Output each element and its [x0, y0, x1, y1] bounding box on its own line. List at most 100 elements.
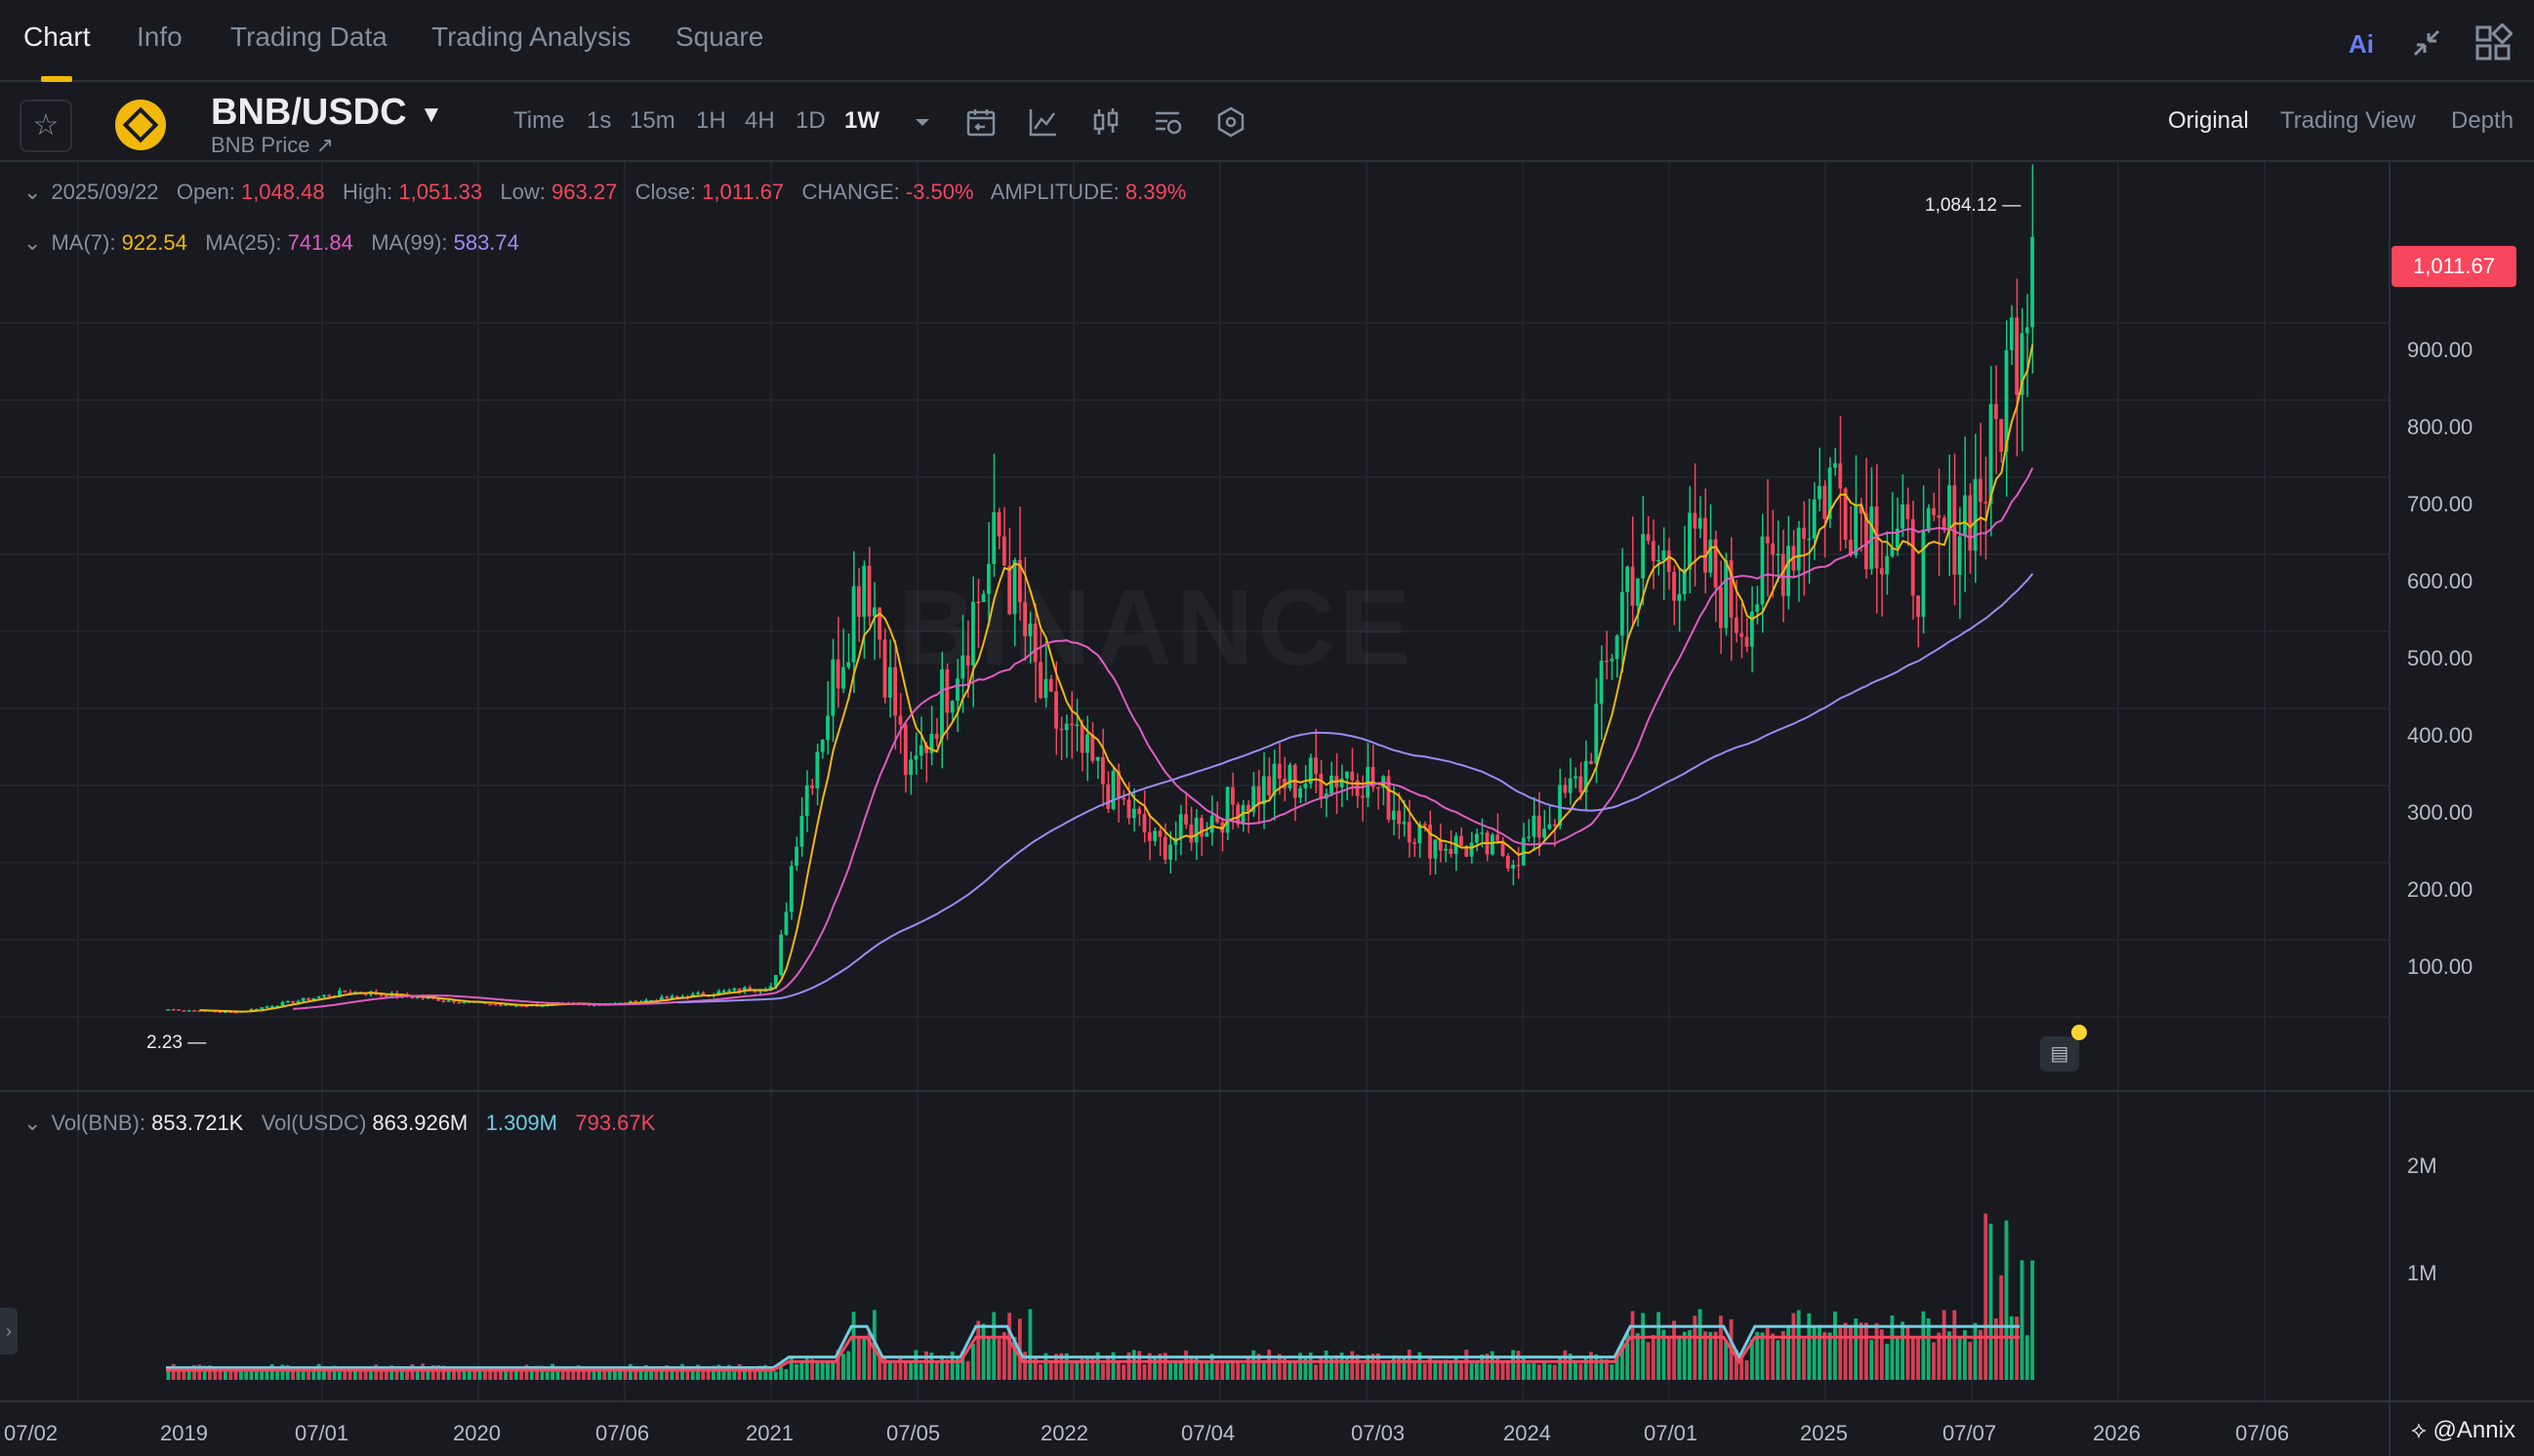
pair-subtitle-link[interactable]: BNB Price ↗: [211, 133, 335, 157]
candle-body: [1854, 505, 1859, 555]
candle-body: [1236, 804, 1241, 825]
candle-body: [674, 995, 679, 998]
candle-body: [1449, 848, 1453, 855]
candle-body: [1765, 536, 1770, 544]
ma-info: ⌄ MA(7): 922.54 MA(25): 741.84 MA(99): 58…: [23, 230, 519, 255]
volume-bar: [1168, 1362, 1172, 1380]
volume-bar: [690, 1368, 695, 1380]
interval-15m[interactable]: 15m: [630, 107, 675, 134]
tab-chart[interactable]: Chart: [23, 21, 91, 52]
candle-body: [960, 655, 965, 679]
candle-body: [1267, 776, 1272, 796]
tab-info[interactable]: Info: [137, 21, 183, 52]
hexagon-settings-icon[interactable]: [1214, 105, 1247, 139]
candle-body: [421, 996, 425, 999]
volume-bar: [2004, 1220, 2009, 1380]
line-chart-icon[interactable]: [1027, 105, 1060, 139]
volume-ma-line-1: [166, 1324, 2020, 1369]
volume-bar: [986, 1337, 991, 1380]
volume-bar: [1194, 1356, 1199, 1380]
candle-body: [757, 990, 762, 992]
interval-4h[interactable]: 4H: [745, 107, 775, 134]
candle-body: [1075, 724, 1080, 726]
calendar-icon[interactable]: [964, 105, 998, 139]
candle-body: [498, 1004, 503, 1006]
volume-bar: [1796, 1310, 1801, 1380]
interval-1d[interactable]: 1D: [796, 107, 826, 134]
grid-layout-icon[interactable]: [2473, 22, 2514, 62]
view-depth[interactable]: Depth: [2451, 107, 2514, 134]
view-original[interactable]: Original: [2168, 107, 2249, 134]
candle-body: [452, 1000, 456, 1002]
favorite-star-icon[interactable]: ☆: [20, 100, 72, 152]
volume-bar: [1339, 1352, 1344, 1380]
volume-bar: [992, 1312, 997, 1380]
volume-bar: [1236, 1362, 1241, 1380]
chevron-down-icon[interactable]: ⌄: [23, 180, 42, 204]
interval-1s[interactable]: 1s: [587, 107, 612, 134]
interval-time[interactable]: Time: [513, 107, 565, 134]
volume-bar: [1495, 1355, 1500, 1380]
volume-bar: [436, 1364, 440, 1380]
vol-usdc-value: 863.926M: [372, 1111, 469, 1135]
candle-body: [1277, 763, 1282, 779]
chevron-down-icon[interactable]: ⌄: [23, 230, 42, 255]
side-panel-toggle-icon[interactable]: ›: [0, 1308, 18, 1355]
candle-body: [1189, 824, 1194, 843]
candle-body: [1796, 527, 1801, 571]
candle-body: [903, 724, 908, 776]
volume-bar: [820, 1360, 825, 1380]
price-chart[interactable]: [0, 162, 2534, 1456]
time-axis-label: 2024: [1503, 1421, 1551, 1445]
vol-ma2-value: 793.67K: [575, 1111, 656, 1135]
volume-bar: [872, 1310, 877, 1380]
view-trading-view[interactable]: Trading View: [2280, 107, 2416, 134]
interval-dropdown-icon[interactable]: [906, 105, 939, 139]
candle-body: [1350, 771, 1355, 781]
tab-trading-data[interactable]: Trading Data: [230, 21, 388, 52]
pair-name[interactable]: BNB/USDC: [211, 92, 407, 133]
candle-body: [1142, 814, 1147, 832]
candle-body: [1422, 824, 1427, 826]
volume-bar: [1812, 1325, 1817, 1380]
indicator-settings-icon[interactable]: [1152, 105, 1185, 139]
candle-body: [1500, 840, 1505, 857]
ai-icon[interactable]: Ai: [2345, 23, 2384, 62]
volume-bar: [1428, 1357, 1432, 1380]
candle-body: [1574, 776, 1577, 779]
volume-bar: [1749, 1339, 1754, 1380]
candle-body: [1106, 784, 1111, 809]
candle-body: [1178, 814, 1183, 838]
interval-1w[interactable]: 1W: [844, 107, 879, 134]
candle-body: [1012, 559, 1017, 615]
tab-trading-analysis[interactable]: Trading Analysis: [431, 21, 632, 52]
candle-body: [1007, 565, 1012, 615]
interval-1h[interactable]: 1H: [696, 107, 726, 134]
volume-bar: [1599, 1358, 1604, 1380]
candle-body: [1215, 815, 1219, 823]
chevron-down-icon[interactable]: ⌄: [23, 1111, 42, 1135]
tab-square[interactable]: Square: [675, 21, 764, 52]
volume-bar: [415, 1369, 420, 1380]
price-axis-label: 700.00: [2407, 492, 2473, 516]
volume-bar: [1973, 1322, 1978, 1380]
collapse-icon[interactable]: [2407, 23, 2446, 62]
volume-bar: [1381, 1362, 1386, 1380]
candlestick-icon[interactable]: [1089, 105, 1123, 139]
candle-body: [1339, 778, 1344, 788]
candle-body: [1080, 724, 1084, 753]
pair-dropdown-icon[interactable]: ▼: [420, 101, 443, 128]
candle-body: [1001, 536, 1006, 566]
candle-body: [1952, 485, 1957, 575]
candle-body: [1822, 485, 1827, 519]
volume-bar: [680, 1363, 684, 1380]
candle-body: [1023, 602, 1028, 637]
news-icon[interactable]: ▤: [2040, 1036, 2079, 1072]
volume-bar: [296, 1366, 301, 1380]
volume-bar: [1153, 1356, 1158, 1380]
candle-body: [1947, 485, 1951, 530]
volume-bar: [1963, 1330, 1967, 1380]
volume-bar: [1854, 1318, 1859, 1380]
candle-body: [665, 996, 669, 999]
volume-bar: [1630, 1311, 1635, 1380]
